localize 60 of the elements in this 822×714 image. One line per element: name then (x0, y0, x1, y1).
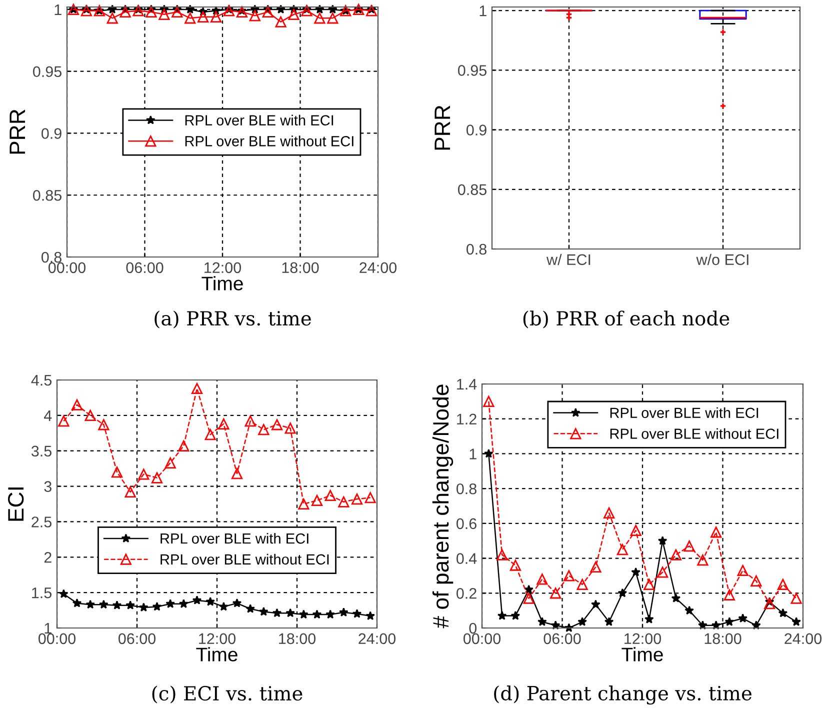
x-tick-label: 12:00 (199, 633, 236, 644)
y-axis-title: PRR (10, 110, 26, 154)
y-tick-label: 0.6 (456, 518, 476, 530)
legend-label: RPL over BLE without ECI (185, 136, 354, 146)
y-tick-label: 0.8 (456, 483, 476, 494)
legend-label: RPL over BLE without ECI (610, 428, 778, 439)
x-tick-label: 06:00 (544, 633, 581, 644)
x-tick-label: w/ ECI (546, 254, 590, 266)
x-tick-label: 18:00 (282, 262, 319, 274)
x-tick-label: 06:00 (126, 262, 164, 274)
y-tick-label: 1.4 (457, 379, 477, 390)
x-tick-label: 18:00 (279, 633, 316, 644)
x-tick-label: 06:00 (118, 633, 156, 644)
y-tick-label: 4.5 (31, 375, 52, 386)
x-axis-title: Time (622, 647, 663, 662)
y-tick-label: 0.9 (466, 124, 486, 136)
y-tick-label: 3.5 (31, 446, 52, 457)
y-tick-label: 2 (44, 552, 52, 563)
x-tick-label: 12:00 (624, 633, 662, 644)
x-tick-label: 00:00 (48, 262, 86, 274)
y-tick-label: 0.4 (456, 553, 477, 564)
y-tick-label: 4 (44, 410, 52, 421)
x-axis-title: Time (202, 276, 243, 290)
y-tick-label: 0.8 (42, 252, 62, 263)
x-tick-label: w/o ECI (696, 254, 748, 266)
y-tick-label: 1 (44, 623, 52, 634)
y-tick-label: 1.5 (32, 588, 52, 598)
y-tick-label: 1 (470, 448, 476, 460)
legend-label: RPL over BLE with ECI (160, 532, 308, 544)
legend-label: RPL over BLE without ECI (160, 554, 329, 565)
x-tick-label: 24:00 (360, 262, 397, 274)
y-tick-label: 0.95 (458, 65, 486, 76)
y-tick-label: 0.85 (33, 190, 62, 201)
y-tick-label: 0 (469, 622, 477, 634)
text: (b) PRR of each node (523, 310, 730, 328)
x-tick-label: 24:00 (358, 633, 396, 644)
text: (d) Parent change vs. time (494, 685, 752, 705)
x-tick-label: 18:00 (704, 633, 742, 644)
y-tick-label: 2.5 (32, 516, 52, 528)
y-tick-label: 1 (54, 4, 62, 16)
text: (c) ECI vs. time (152, 686, 302, 704)
y-tick-label: 0.95 (33, 66, 62, 78)
x-tick-label: 12:00 (204, 262, 242, 274)
legend-label: RPL over BLE with ECI (610, 407, 758, 418)
x-tick-label: 00:00 (38, 633, 76, 644)
y-tick-label: 1.2 (457, 414, 476, 424)
y-tick-label: 0.85 (458, 184, 486, 196)
y-axis-title: ECI (8, 488, 24, 521)
y-tick-label: 3 (44, 481, 52, 492)
y-tick-label: 1 (480, 6, 486, 16)
y-axis-title: PRR (434, 106, 450, 150)
y-tick-label: 0.9 (42, 128, 62, 139)
y-axis-title: # of parent change/Node (432, 384, 454, 628)
text: (a) PRR vs. time (154, 310, 311, 328)
x-tick-label: 00:00 (463, 633, 501, 644)
legend-label: RPL over BLE with ECI (185, 114, 334, 126)
x-tick-label: 24:00 (784, 633, 822, 644)
y-tick-label: 0.8 (466, 244, 486, 255)
y-tick-label: 0.2 (456, 588, 476, 599)
x-axis-title: Time (196, 647, 238, 662)
